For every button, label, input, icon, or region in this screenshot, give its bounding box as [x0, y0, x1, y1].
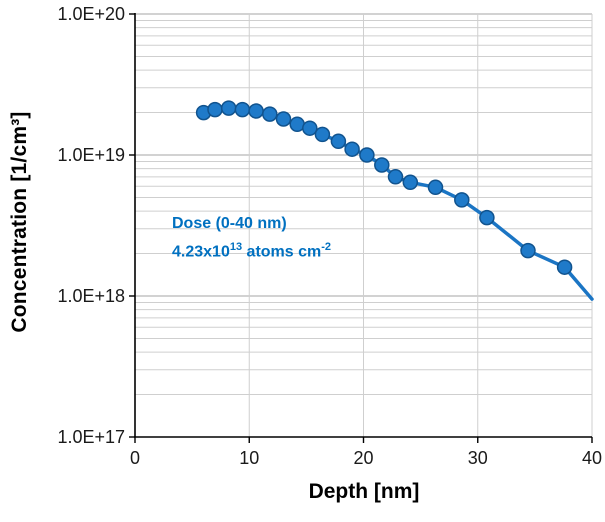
series-marker	[262, 106, 278, 122]
series-marker	[207, 101, 223, 118]
series-marker	[330, 133, 347, 150]
series-marker	[248, 103, 264, 119]
series-marker	[374, 157, 390, 173]
x-tick-label: 30	[468, 448, 488, 468]
series-marker	[302, 120, 318, 136]
dose-annotation-line1: Dose (0-40 nm)	[172, 215, 287, 232]
x-tick-label: 40	[582, 448, 602, 468]
series-marker	[454, 192, 470, 208]
y-tick-label: 1.0E+17	[57, 427, 125, 447]
y-axis-title: Concentration [1/cm³]	[8, 111, 31, 333]
series-marker	[520, 242, 536, 259]
y-tick-label: 1.0E+19	[57, 145, 125, 165]
dose-units: atoms cm	[242, 243, 322, 261]
series-marker	[479, 209, 495, 226]
series-marker	[289, 116, 305, 133]
series-marker	[220, 100, 237, 116]
dose-annotation-line2: 4.23x1013 atoms cm-2	[172, 238, 331, 266]
series-marker	[427, 179, 444, 196]
dose-value-base: 4.23x10	[172, 243, 230, 261]
series-marker	[314, 126, 331, 143]
series-marker	[556, 259, 573, 275]
series-marker	[275, 111, 292, 127]
series-marker	[402, 174, 419, 191]
x-tick-label: 20	[353, 448, 373, 468]
x-tick-label: 0	[130, 448, 140, 468]
dose-value-exponent: 13	[229, 241, 243, 253]
series-line	[201, 106, 594, 301]
x-axis-title: Depth [nm]	[308, 480, 420, 503]
dose-units-exponent: -2	[321, 241, 332, 253]
y-tick-label: 1.0E+20	[57, 4, 125, 24]
series-marker	[387, 169, 404, 185]
series-marker	[234, 101, 251, 118]
series-marker	[344, 141, 360, 157]
dose-annotation: Dose (0-40 nm) 4.23x1013 atoms cm-2	[172, 210, 331, 266]
y-tick-label: 1.0E+18	[57, 286, 125, 306]
series-marker	[359, 147, 375, 163]
x-tick-label: 10	[239, 448, 259, 468]
